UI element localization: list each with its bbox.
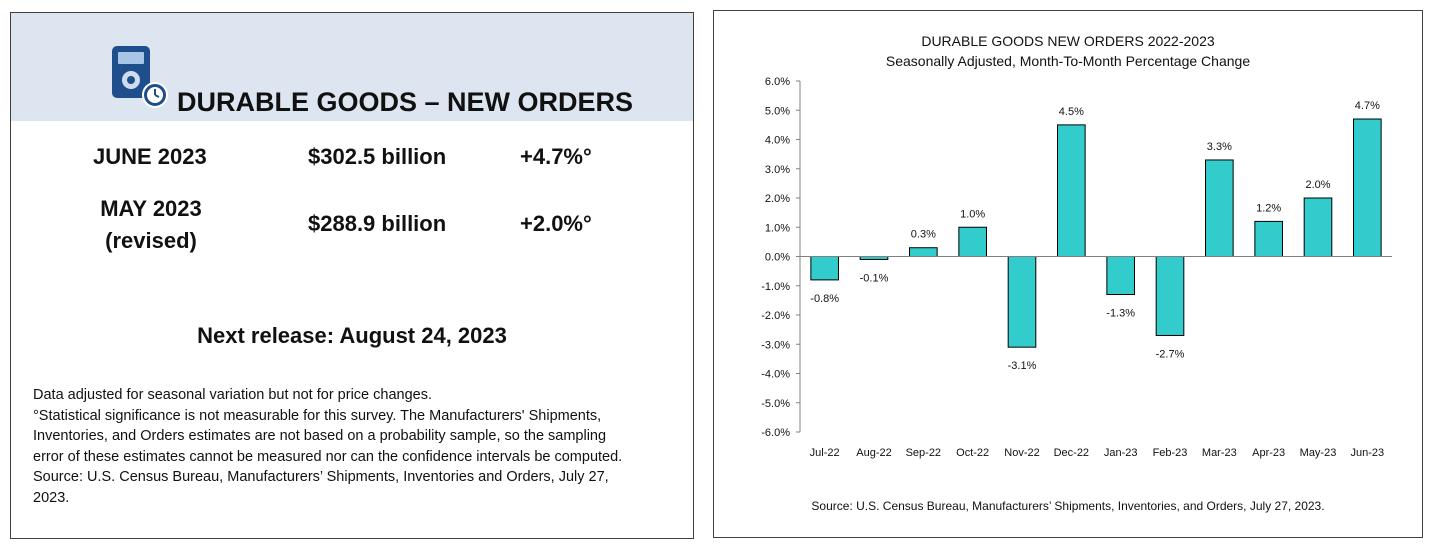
y-tick-label: 0.0% — [765, 252, 790, 264]
chart-source: Source: U.S. Census Bureau, Manufacturer… — [811, 499, 1325, 513]
y-tick-label: 5.0% — [765, 105, 790, 117]
x-tick-label: Mar-23 — [1202, 447, 1237, 459]
footnote-line: Data adjusted for seasonal variation but… — [33, 387, 432, 403]
x-tick-label: Jul-22 — [810, 447, 840, 459]
data-label: 1.2% — [1256, 202, 1281, 214]
row2-label-note: (revised) — [105, 228, 197, 253]
calculator-clock-icon — [112, 46, 168, 108]
bar-dec-22 — [1057, 124, 1086, 257]
footnote: Data adjusted for seasonal variation but… — [33, 385, 683, 508]
footnote-line: Inventories, and Orders estimates are no… — [33, 428, 607, 444]
x-tick-label: Oct-22 — [956, 447, 989, 459]
bar-jan-23 — [1106, 256, 1135, 296]
row2-value: $288.9 billion — [308, 211, 447, 236]
bar-apr-23 — [1254, 220, 1283, 257]
data-label: 0.3% — [911, 229, 936, 241]
data-label: -0.8% — [810, 293, 839, 305]
y-tick-label: 6.0% — [765, 76, 790, 88]
data-label: 3.3% — [1207, 141, 1232, 153]
x-tick-label: Dec-22 — [1054, 447, 1089, 459]
data-label: 4.7% — [1355, 100, 1380, 112]
bar-jul-22 — [810, 256, 839, 281]
y-tick-label: -2.0% — [761, 310, 790, 322]
bar-nov-22 — [1007, 256, 1037, 348]
bar-jun-23 — [1353, 118, 1382, 258]
x-tick-label: Jan-23 — [1104, 447, 1138, 459]
y-tick-label: -1.0% — [761, 281, 790, 293]
chart-subtitle: Seasonally Adjusted, Month-To-Month Perc… — [885, 53, 1251, 69]
y-tick-label: 1.0% — [765, 222, 790, 234]
footnote-line: °Statistical significance is not measura… — [33, 407, 602, 424]
x-tick-label: May-23 — [1300, 447, 1337, 459]
y-tick-label: 3.0% — [765, 164, 790, 176]
y-tick-label: 4.0% — [765, 135, 790, 147]
summary-panel: DURABLE GOODS – NEW ORDERS JUNE 2023 $30… — [10, 12, 694, 539]
y-tick-label: -4.0% — [761, 369, 790, 381]
next-release: Next release: August 24, 2023 — [197, 323, 507, 348]
bar-sep-22 — [909, 247, 938, 258]
data-label: 2.0% — [1305, 179, 1330, 191]
bar-chart: 6.0% 5.0% 4.0% 3.0% 2.0% 1.0% 0.0% -1.0% -2.0% -3… — [761, 76, 1392, 459]
x-tick-label: Nov-22 — [1004, 447, 1039, 459]
data-label: 4.5% — [1059, 106, 1084, 118]
footnote-line: Source: U.S. Census Bureau, Manufacturer… — [33, 469, 609, 485]
data-label: 1.0% — [960, 208, 985, 220]
row2-change: +2.0%° — [520, 211, 592, 236]
row2-label: MAY 2023 — [100, 196, 202, 221]
x-tick-label: Jun-23 — [1351, 447, 1385, 459]
summary-title: DURABLE GOODS – NEW ORDERS — [177, 87, 634, 117]
bar-may-23 — [1303, 197, 1333, 257]
chart-panel: 6.0% 5.0% 4.0% 3.0% 2.0% 1.0% 0.0% -1.0% -2.0% -3… — [713, 10, 1423, 538]
x-tick-label: Sep-22 — [906, 447, 941, 459]
data-label: -3.1% — [1008, 360, 1037, 372]
row1-change: +4.7%° — [520, 144, 592, 169]
row1-label: JUNE 2023 — [93, 144, 207, 169]
data-label: -2.7% — [1156, 348, 1185, 360]
row1-value: $302.5 billion — [308, 144, 447, 169]
footnote-line: error of these estimates cannot be measu… — [33, 448, 623, 465]
bar-oct-22 — [958, 226, 987, 257]
y-tick-label: -6.0% — [761, 427, 790, 439]
y-tick-label: -5.0% — [761, 398, 790, 410]
data-label: -0.1% — [860, 272, 889, 284]
bar-mar-23 — [1205, 159, 1234, 258]
bar-feb-23 — [1155, 256, 1185, 336]
x-tick-label: Aug-22 — [856, 447, 891, 459]
x-tick-label: Feb-23 — [1153, 447, 1188, 459]
y-tick-label: -3.0% — [761, 339, 790, 351]
footnote-line: 2023. — [33, 489, 70, 506]
x-tick-label: Apr-23 — [1252, 447, 1285, 459]
y-tick-label: 2.0% — [765, 193, 790, 205]
chart-title: DURABLE GOODS NEW ORDERS 2022-2023 — [921, 33, 1215, 49]
data-label: -1.3% — [1106, 308, 1135, 320]
